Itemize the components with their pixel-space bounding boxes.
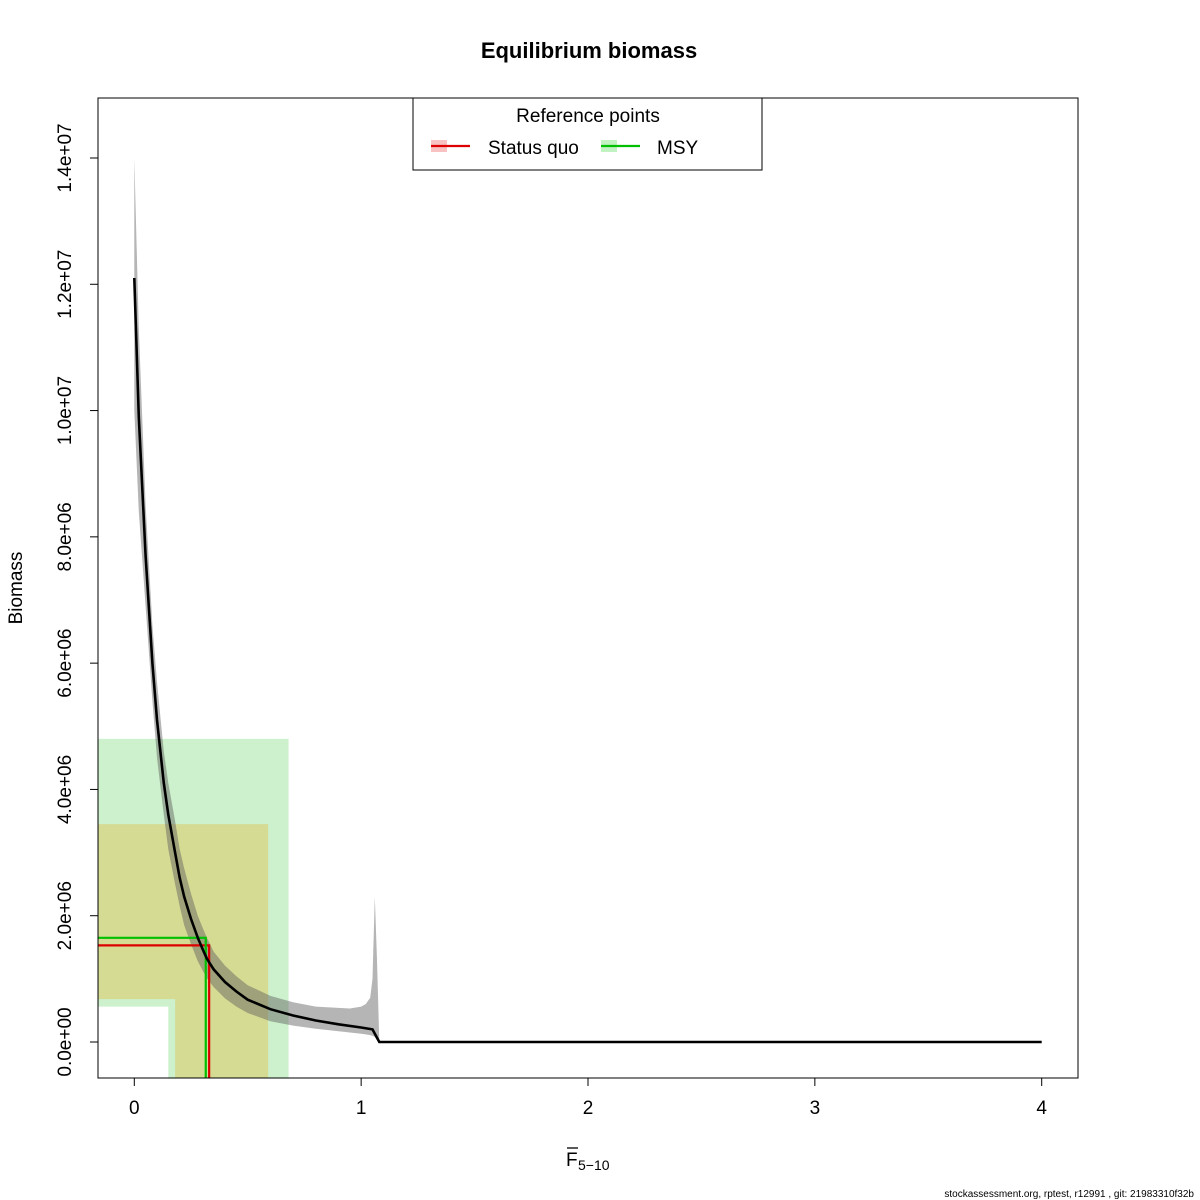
reference-point-lines bbox=[98, 936, 211, 1078]
y-tick-label: 2.0e+06 bbox=[55, 881, 76, 950]
x-axis-label-main: F bbox=[566, 1150, 578, 1171]
chart-title: Equilibrium biomass bbox=[481, 38, 697, 63]
x-tick-label: 3 bbox=[810, 1098, 821, 1119]
legend-items: Status quo MSY bbox=[431, 138, 699, 159]
legend-label-msy: MSY bbox=[657, 138, 699, 159]
plot-area bbox=[98, 158, 1042, 1078]
y-tick-label: 1.2e+07 bbox=[55, 250, 76, 319]
x-tick-label: 2 bbox=[583, 1098, 594, 1119]
y-tick-label: 4.0e+06 bbox=[55, 755, 76, 824]
y-axis-label: Biomass bbox=[6, 552, 27, 625]
legend-box bbox=[412, 97, 763, 171]
y-tick-label: 8.0e+06 bbox=[55, 502, 76, 571]
legend-label-status-quo: Status quo bbox=[488, 138, 579, 159]
x-axis-label: F 5−10 bbox=[566, 1147, 610, 1173]
y-axis: 0.0e+00 2.0e+06 4.0e+06 6.0e+06 8.0e+06 1.0e+… bbox=[55, 123, 98, 1077]
x-axis-label-subscript: 5−10 bbox=[578, 1157, 610, 1173]
x-tick-label: 1 bbox=[356, 1098, 367, 1119]
x-tick-label: 0 bbox=[129, 1098, 140, 1119]
y-tick-label: 0.0e+00 bbox=[55, 1007, 76, 1076]
footer-note: stockassessment.org, rptest, r12991 , gi… bbox=[944, 1189, 1194, 1200]
legend-title: Reference points bbox=[516, 106, 660, 127]
shade-status-quo bbox=[98, 824, 269, 1078]
ref-line-msy bbox=[98, 936, 207, 1078]
x-axis: 0 1 2 3 4 bbox=[129, 1078, 1047, 1119]
y-tick-label: 1.4e+07 bbox=[55, 123, 76, 192]
legend: Reference points Status quo MSY bbox=[412, 97, 763, 171]
biomass-curve-line bbox=[133, 277, 1042, 1044]
ref-line-status-quo bbox=[98, 944, 211, 1078]
y-tick-label: 1.0e+07 bbox=[55, 376, 76, 445]
y-tick-label: 6.0e+06 bbox=[55, 629, 76, 698]
x-tick-label: 4 bbox=[1036, 1098, 1047, 1119]
